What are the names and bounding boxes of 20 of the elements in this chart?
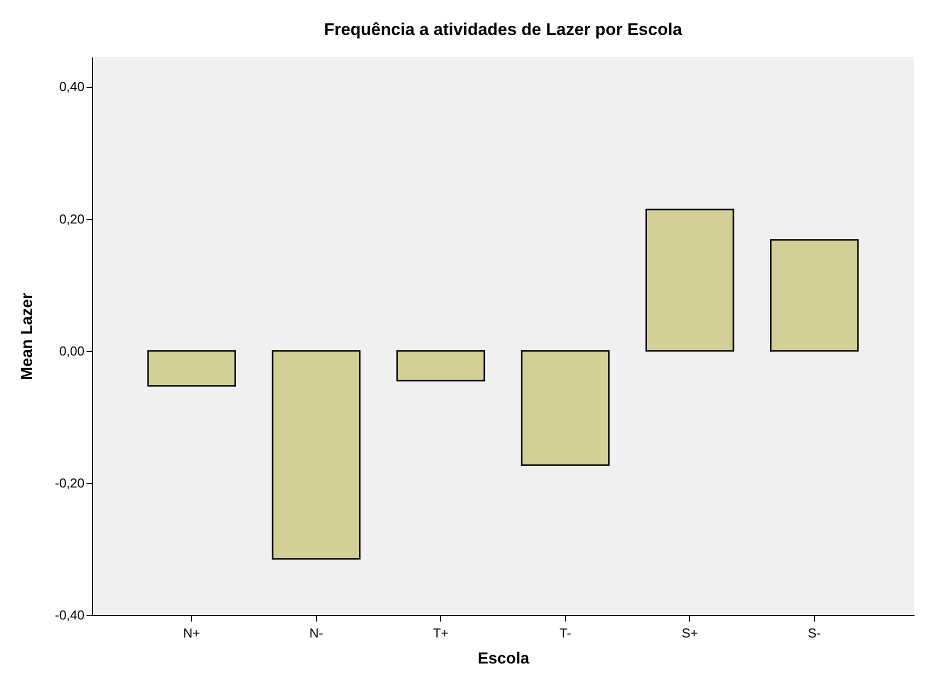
y-tick-label: 0,40: [59, 79, 84, 94]
bar: [645, 208, 734, 352]
bar: [770, 239, 859, 352]
x-axis-title: Escola: [478, 650, 530, 668]
bar: [147, 350, 236, 387]
chart-title: Frequência a atividades de Lazer por Escola: [324, 20, 683, 39]
y-axis-title: Mean Lazer: [18, 292, 36, 380]
y-tick-label: -0,20: [54, 475, 84, 490]
x-tick-label: N+: [183, 626, 200, 640]
bar: [520, 350, 610, 466]
x-tick-label: T+: [432, 626, 448, 640]
x-tick-label: S+: [682, 626, 698, 640]
x-tick-label: S-: [808, 626, 821, 640]
y-tick-label: 0,20: [59, 211, 84, 226]
bar: [272, 350, 361, 560]
y-tick-label: 0,00: [59, 343, 84, 358]
x-tick-label: N-: [309, 626, 324, 640]
y-tick-label: -0,40: [54, 608, 84, 622]
x-tick-label: T-: [559, 626, 572, 640]
bar: [396, 350, 486, 382]
